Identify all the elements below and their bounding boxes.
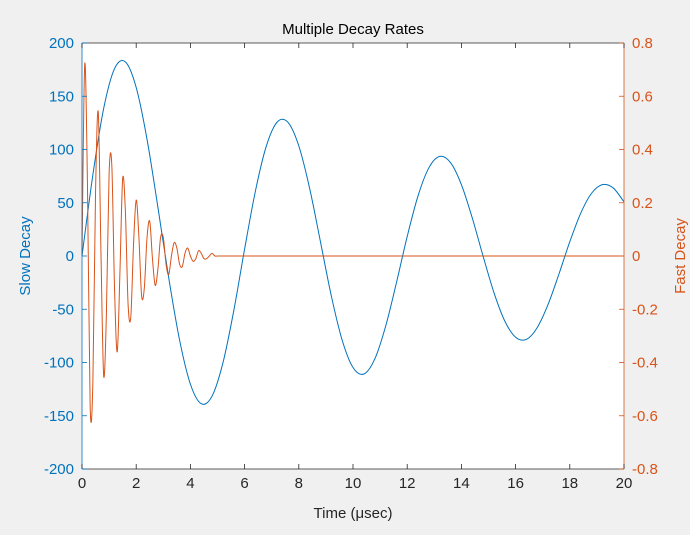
left-y-tick-label: 150 [49,88,74,105]
right-y-tick-label: -0.2 [632,301,658,318]
left-y-tick-label: -150 [44,408,74,425]
right-y-tick-label: 0.2 [632,195,653,212]
x-tick-label: 12 [399,475,416,492]
right-y-tick-label: 0.4 [632,142,653,159]
right-y-tick-label: 0.6 [632,88,653,105]
series-layer [81,60,625,423]
x-tick-label: 6 [240,475,248,492]
left-y-tick-label: 0 [66,248,74,265]
right-y-tick-label: -0.4 [632,355,658,372]
x-tick-label: 14 [453,475,470,492]
left-y-tick-label: 200 [49,35,74,52]
right-y-tick-label: 0 [632,248,640,265]
left-y-tick-label: -100 [44,355,74,372]
x-tick-label: 18 [561,475,578,492]
right-y-axis-label: Fast Decay [672,218,689,294]
right-y-tick-label: -0.8 [632,461,658,478]
x-tick-label: 0 [78,475,86,492]
left-y-axis-label: Slow Decay [17,216,34,296]
slow-decay-series-line [81,60,625,405]
right-y-tick-label: 0.8 [632,35,653,52]
left-y-ticks: -200 -150 -100 -50 0 50 100 150 200 [44,35,87,478]
x-tick-label: 2 [132,475,140,492]
x-tick-label: 8 [295,475,303,492]
left-y-tick-label: 100 [49,142,74,159]
x-tick-label: 4 [186,475,194,492]
x-tick-label: 20 [616,475,633,492]
x-ticks: 0 2 4 6 8 10 12 14 16 18 20 [78,43,633,492]
chart-title: Multiple Decay Rates [282,21,424,38]
right-y-ticks: -0.8 -0.6 -0.4 -0.2 0 0.2 0.4 0.6 0.8 [619,35,658,478]
x-axis-label: Time (μsec) [314,505,393,522]
left-y-tick-label: -200 [44,461,74,478]
x-tick-label: 10 [345,475,362,492]
left-y-tick-label: 50 [57,195,74,212]
fast-decay-series-line [81,62,624,423]
x-tick-label: 16 [507,475,524,492]
right-y-tick-label: -0.6 [632,408,658,425]
left-y-tick-label: -50 [52,301,74,318]
